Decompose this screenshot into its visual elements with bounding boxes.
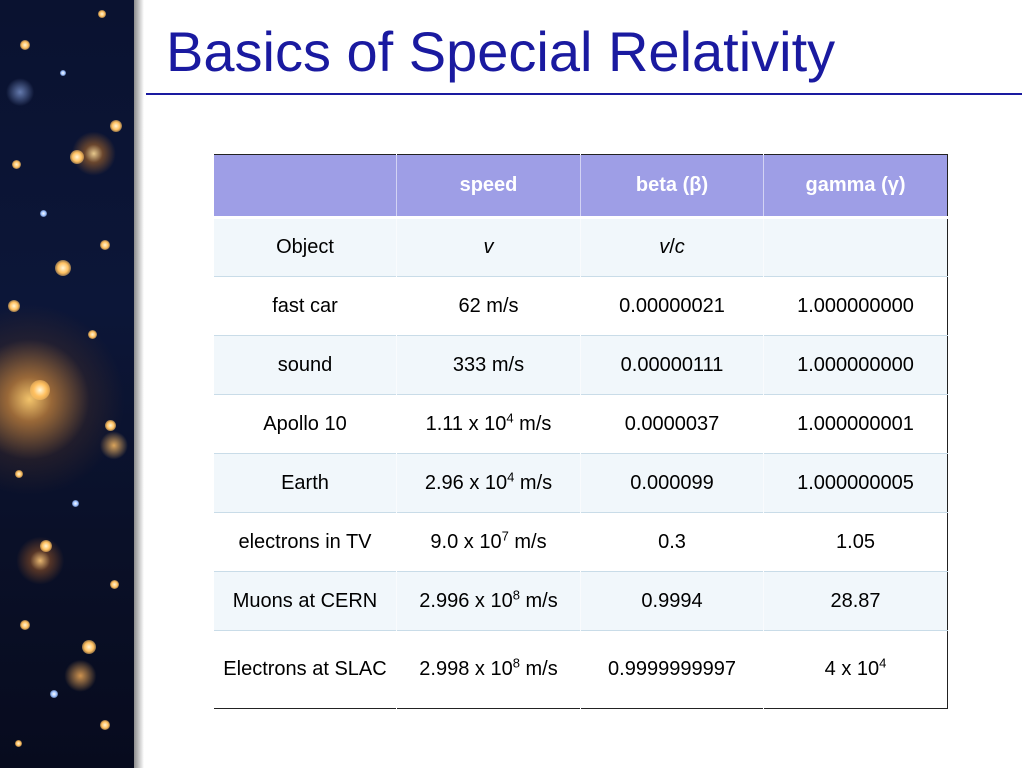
table-row: Earth 2.96 x 104 m/s 0.000099 1.000000005 bbox=[213, 453, 948, 513]
cell-beta: 0.0000037 bbox=[580, 394, 764, 454]
table-row: Apollo 10 1.11 x 104 m/s 0.0000037 1.000000… bbox=[213, 394, 948, 454]
starfield-decoration bbox=[0, 0, 134, 768]
relativity-table: speed beta (β) gamma (γ) Object v v/c fa… bbox=[213, 154, 948, 709]
cell-gamma: 4 x 104 bbox=[763, 630, 948, 709]
cell-gamma: 1.000000000 bbox=[763, 276, 948, 336]
cell-object: Apollo 10 bbox=[213, 394, 397, 454]
cell-speed-speed-base: 333 m/s bbox=[452, 353, 525, 376]
cell-object: electrons in TV bbox=[213, 512, 397, 572]
cell-object-object: electrons in TV bbox=[238, 530, 372, 553]
cell-beta-formula: v/c bbox=[580, 217, 764, 277]
cell-beta: 0.9994 bbox=[580, 571, 764, 631]
cell-object: Muons at CERN bbox=[213, 571, 397, 631]
cell-speed-speed-unit: m/s bbox=[513, 412, 552, 435]
cell-gamma-gamma-base: 1.000000005 bbox=[797, 471, 914, 494]
cell-speed: 2.996 x 108 m/s bbox=[396, 571, 581, 631]
cell-object-object: Muons at CERN bbox=[232, 589, 378, 612]
cell-speed-speed-unit: m/s bbox=[514, 471, 553, 494]
cell-speed-speed-base: 2.996 x 10 bbox=[419, 589, 513, 612]
cell-speed-speed-base: 9.0 x 10 bbox=[430, 530, 502, 553]
cell-gamma-gamma-base: 1.05 bbox=[836, 530, 875, 553]
cell-beta: 0.000099 bbox=[580, 453, 764, 513]
cell-gamma: 1.000000005 bbox=[763, 453, 948, 513]
cell-object-object: fast car bbox=[272, 294, 338, 317]
cell-gamma: 28.87 bbox=[763, 571, 948, 631]
cell-gamma-gamma-base: 28.87 bbox=[830, 589, 881, 612]
header-gamma: gamma (γ) bbox=[763, 154, 948, 219]
cell-speed-symbol: v bbox=[396, 217, 581, 277]
cell-object: sound bbox=[213, 335, 397, 395]
cell-beta: 0.3 bbox=[580, 512, 764, 572]
beta-denominator: c bbox=[674, 236, 685, 258]
cell-gamma-gamma-base: 1.000000000 bbox=[797, 294, 914, 317]
cell-gamma-gamma-base: 1.000000001 bbox=[797, 412, 914, 435]
cell-object: Earth bbox=[213, 453, 397, 513]
cell-speed-speed-exp: 8 bbox=[512, 655, 520, 671]
cell-beta-beta: 0.00000021 bbox=[619, 294, 725, 317]
cell-speed-speed-exp: 8 bbox=[512, 586, 520, 602]
cell-speed: 2.998 x 108 m/s bbox=[396, 630, 581, 709]
cell-speed: 2.96 x 104 m/s bbox=[396, 453, 581, 513]
cell-object-object: Earth bbox=[281, 471, 329, 494]
cell-gamma: 1.05 bbox=[763, 512, 948, 572]
cell-speed-speed-exp: 4 bbox=[507, 468, 515, 484]
cell-gamma-formula bbox=[763, 217, 948, 277]
cell-object: fast car bbox=[213, 276, 397, 336]
cell-speed-speed-unit: m/s bbox=[519, 658, 558, 680]
cell-speed-speed-exp: 7 bbox=[501, 527, 509, 543]
table-row-units: Object v v/c bbox=[213, 217, 948, 277]
header-beta: beta (β) bbox=[580, 154, 764, 219]
cell-beta-beta: 0.3 bbox=[658, 530, 686, 553]
table-row: Electrons at SLAC 2.998 x 108 m/s 0.999999… bbox=[213, 630, 948, 709]
cell-speed-speed-exp: 4 bbox=[506, 409, 514, 425]
slide-title: Basics of Special Relativity bbox=[166, 20, 836, 83]
header-speed: speed bbox=[396, 154, 581, 219]
cell-object-label: Object bbox=[213, 217, 397, 277]
cell-gamma: 1.000000001 bbox=[763, 394, 948, 454]
cell-speed-speed-base: 2.998 x 10 bbox=[419, 658, 513, 680]
cell-speed-speed-base: 1.11 x 10 bbox=[425, 412, 507, 435]
cell-beta-beta: 0.0000037 bbox=[624, 412, 720, 435]
cell-object-object: Electrons at SLAC bbox=[223, 658, 387, 680]
cell-gamma-gamma-base: 4 x 10 bbox=[824, 658, 880, 680]
cell-beta: 0.9999999997 bbox=[580, 630, 764, 709]
cell-object: Electrons at SLAC bbox=[213, 630, 397, 709]
cell-object-object: Apollo 10 bbox=[263, 412, 347, 435]
beta-numerator: v bbox=[659, 236, 670, 258]
cell-gamma: 1.000000000 bbox=[763, 335, 948, 395]
cell-speed-speed-base: 62 m/s bbox=[458, 294, 519, 317]
beta-separator: / bbox=[669, 236, 675, 258]
header-object bbox=[213, 154, 397, 219]
cell-gamma-gamma-exp: 4 bbox=[879, 655, 887, 671]
title-underline bbox=[146, 93, 1022, 95]
cell-speed: 1.11 x 104 m/s bbox=[396, 394, 581, 454]
cell-beta-beta: 0.9994 bbox=[641, 589, 703, 612]
cell-speed: 62 m/s bbox=[396, 276, 581, 336]
table-row: fast car 62 m/s 0.00000021 1.000000000 bbox=[213, 276, 948, 336]
cell-beta: 0.00000021 bbox=[580, 276, 764, 336]
cell-beta: 0.00000111 bbox=[580, 335, 764, 395]
cell-speed: 333 m/s bbox=[396, 335, 581, 395]
cell-speed-speed-unit: m/s bbox=[519, 589, 558, 612]
table-row: electrons in TV 9.0 x 107 m/s 0.3 1.05 bbox=[213, 512, 948, 572]
cell-beta-beta: 0.9999999997 bbox=[608, 658, 736, 680]
cell-speed-speed-base: 2.96 x 10 bbox=[424, 471, 508, 494]
cell-beta-beta: 0.000099 bbox=[630, 471, 714, 494]
cell-gamma-gamma-base: 1.000000000 bbox=[797, 353, 914, 376]
cell-speed: 9.0 x 107 m/s bbox=[396, 512, 581, 572]
cell-beta-beta: 0.00000111 bbox=[620, 353, 724, 376]
table-row: sound 333 m/s 0.00000111 1.000000000 bbox=[213, 335, 948, 395]
table-row: Muons at CERN 2.996 x 108 m/s 0.9994 28.87 bbox=[213, 571, 948, 631]
table-header-row: speed beta (β) gamma (γ) bbox=[213, 154, 948, 219]
cell-object-object: sound bbox=[277, 353, 333, 376]
strip-shadow bbox=[134, 0, 144, 768]
cell-speed-speed-unit: m/s bbox=[508, 530, 547, 553]
